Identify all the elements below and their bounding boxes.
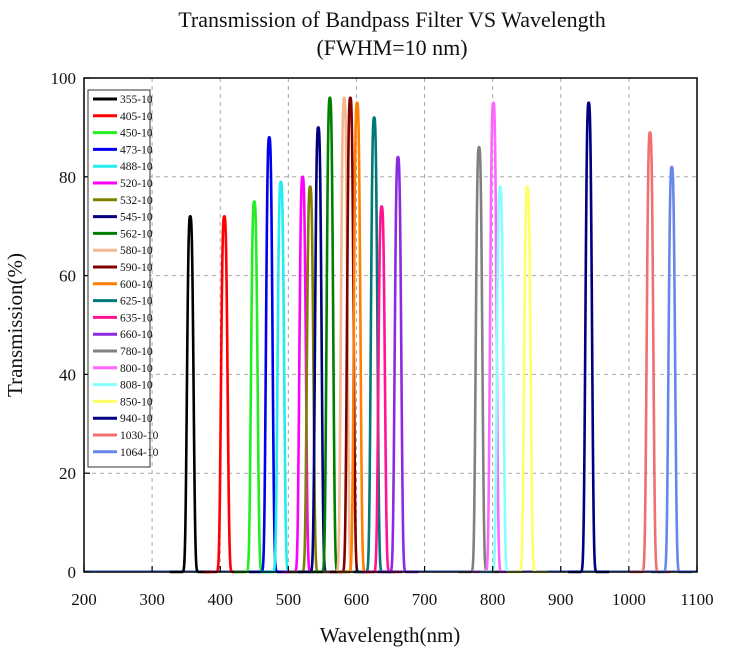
legend-label-940-10: 940-10 bbox=[120, 413, 153, 425]
series-line-940-10 bbox=[567, 101, 611, 574]
x-tick-label: 1000 bbox=[612, 590, 646, 609]
chart-title: Transmission of Bandpass Filter VS Wavel… bbox=[178, 7, 605, 32]
x-tick-label: 900 bbox=[548, 590, 574, 609]
legend-label-450-10: 450-10 bbox=[120, 128, 153, 140]
series-line-850-10 bbox=[505, 185, 549, 574]
legend-label-800-10: 800-10 bbox=[120, 363, 153, 375]
legend-label-1064-10: 1064-10 bbox=[120, 447, 159, 459]
y-tick-label: 40 bbox=[59, 365, 76, 384]
chart-subtitle: (FWHM=10 nm) bbox=[316, 35, 467, 60]
legend-box bbox=[87, 89, 151, 468]
x-tick-label: 400 bbox=[207, 590, 233, 609]
series-curves bbox=[84, 96, 697, 574]
grid-lines bbox=[84, 78, 697, 572]
series-line-808-10 bbox=[478, 185, 522, 574]
y-tick-label: 100 bbox=[51, 69, 77, 88]
legend-label-780-10: 780-10 bbox=[120, 346, 153, 358]
x-tick-label: 1100 bbox=[680, 590, 713, 609]
series-line-1064-10 bbox=[650, 165, 694, 574]
legend-label-562-10: 562-10 bbox=[120, 228, 153, 240]
legend-label-660-10: 660-10 bbox=[120, 329, 153, 341]
x-tick-label: 700 bbox=[412, 590, 438, 609]
series-line-355-10 bbox=[168, 215, 212, 574]
x-tick-label: 500 bbox=[276, 590, 302, 609]
legend-label-532-10: 532-10 bbox=[120, 195, 153, 207]
plot-frame bbox=[83, 77, 698, 573]
y-tick-label: 20 bbox=[59, 464, 76, 483]
axis-ticks: 200 300 400 500 600 700 800 900 1000 1100 0 20 40 60 8… bbox=[51, 69, 714, 609]
legend-label-635-10: 635-10 bbox=[120, 312, 153, 324]
legend-label-625-10: 625-10 bbox=[120, 296, 153, 308]
series-line-450-10 bbox=[232, 200, 276, 574]
series-line-780-10 bbox=[457, 145, 501, 574]
legend-label-520-10: 520-10 bbox=[120, 178, 153, 190]
legend-label-590-10: 590-10 bbox=[120, 262, 153, 274]
legend: 355-10 405-10 450-10 473-10 488-10 520-10 532-… bbox=[87, 89, 159, 468]
legend-label-355-10: 355-10 bbox=[120, 94, 153, 106]
y-tick-label: 60 bbox=[59, 267, 76, 286]
y-tick-label: 0 bbox=[68, 563, 77, 582]
x-tick-label: 200 bbox=[71, 590, 97, 609]
x-tick-label: 300 bbox=[139, 590, 165, 609]
legend-label-488-10: 488-10 bbox=[120, 161, 153, 173]
x-tick-label: 800 bbox=[480, 590, 506, 609]
legend-label-545-10: 545-10 bbox=[120, 212, 153, 224]
legend-label-850-10: 850-10 bbox=[120, 396, 153, 408]
legend-label-808-10: 808-10 bbox=[120, 380, 153, 392]
legend-label-580-10: 580-10 bbox=[120, 245, 153, 257]
series-line-405-10 bbox=[202, 215, 246, 574]
y-tick-label: 80 bbox=[59, 168, 76, 187]
series-line-590-10 bbox=[328, 96, 372, 574]
y-axis-label: Transmission(%) bbox=[3, 253, 27, 397]
legend-label-405-10: 405-10 bbox=[120, 111, 153, 123]
series-line-1030-10 bbox=[628, 131, 672, 574]
legend-label-1030-10: 1030-10 bbox=[120, 430, 159, 442]
x-axis-label: Wavelength(nm) bbox=[320, 623, 461, 647]
legend-label-473-10: 473-10 bbox=[120, 144, 153, 156]
legend-label-600-10: 600-10 bbox=[120, 279, 153, 291]
series-line-800-10 bbox=[471, 101, 515, 574]
x-tick-label: 600 bbox=[344, 590, 370, 609]
